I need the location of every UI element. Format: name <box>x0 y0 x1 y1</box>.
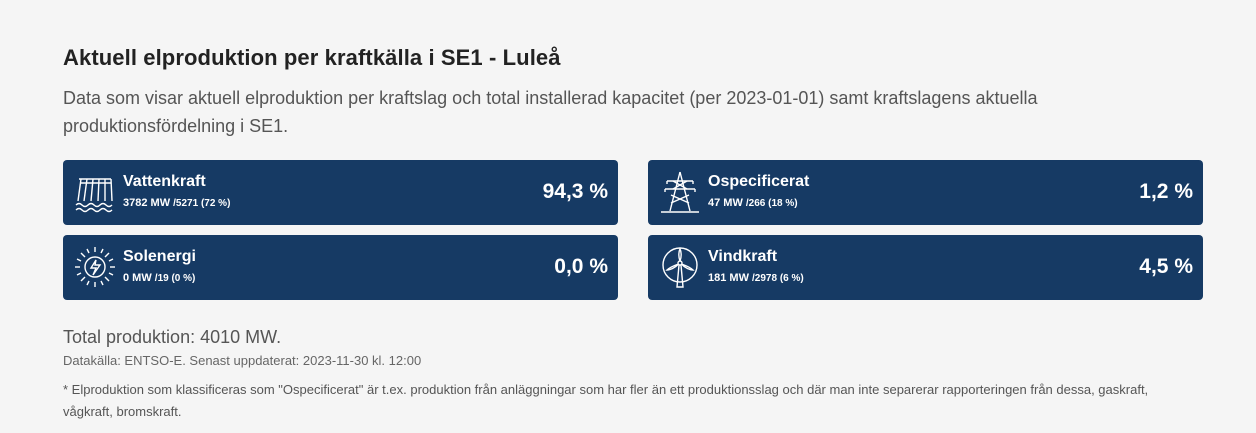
source-name: Ospecificerat <box>708 173 810 190</box>
source-percent: 94,3 % <box>542 180 608 203</box>
source-capacity: 181 MW /2978 (6 %) <box>708 272 804 284</box>
total-production: Total produktion: 4010 MW. <box>63 327 282 347</box>
card-vindkraft: Vindkraft 181 MW /2978 (6 %) 4,5 % <box>648 235 1203 300</box>
source-capacity: 0 MW /19 (0 %) <box>123 272 196 284</box>
power-pylon-icon <box>661 171 699 213</box>
sun-energy-icon <box>75 247 115 287</box>
description: Data som visar aktuell elproduktion per … <box>63 88 1038 136</box>
footnote: * Elproduktion som klassificeras som "Os… <box>63 382 1149 419</box>
card-ospecificerat: Ospecificerat 47 MW /266 (18 %) 1,2 % <box>648 160 1203 225</box>
hydropower-dam-icon <box>75 178 113 213</box>
source-percent: 0,0 % <box>554 255 608 278</box>
card-solenergi: Solenergi 0 MW /19 (0 %) 0,0 % <box>63 235 618 300</box>
source-name: Vattenkraft <box>123 173 206 190</box>
source-capacity: 47 MW /266 (18 %) <box>708 197 798 209</box>
page-title: Aktuell elproduktion per kraftkälla i SE… <box>63 45 561 70</box>
data-source: Datakälla: ENTSO-E. Senast uppdaterat: 2… <box>63 353 422 368</box>
source-name: Vindkraft <box>708 248 778 265</box>
wind-turbine-icon <box>662 247 698 288</box>
source-percent: 1,2 % <box>1139 180 1193 203</box>
source-capacity: 3782 MW /5271 (72 %) <box>123 197 231 209</box>
card-vattenkraft: Vattenkraft 3782 MW /5271 (72 %) 94,3 % <box>63 160 618 225</box>
source-name: Solenergi <box>123 248 196 265</box>
production-section: Aktuell elproduktion per kraftkälla i SE… <box>63 44 1203 419</box>
source-percent: 4,5 % <box>1139 255 1193 278</box>
